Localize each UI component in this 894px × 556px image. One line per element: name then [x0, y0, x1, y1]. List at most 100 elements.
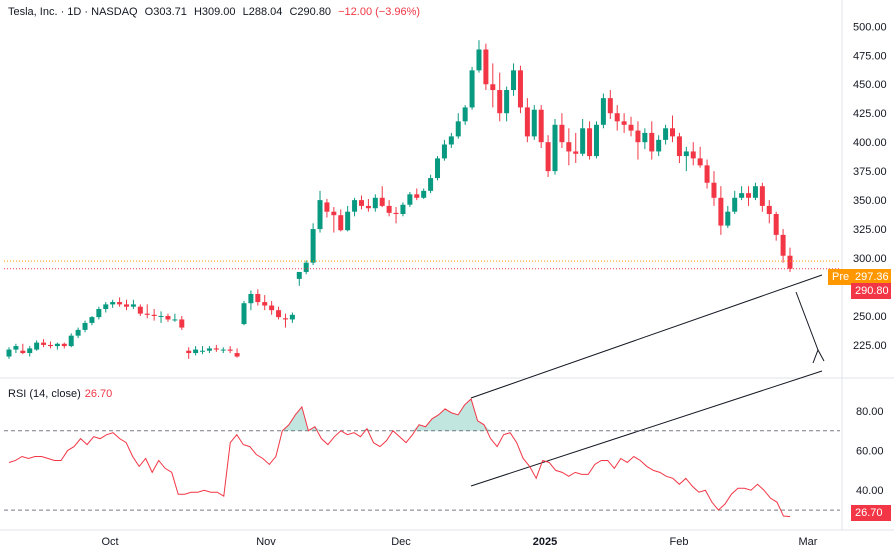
candle-body: [511, 70, 517, 91]
rsi-value-tag: 26.70: [851, 505, 891, 521]
candle-body: [248, 293, 254, 304]
candle-body: [676, 136, 682, 157]
low-label: L: [242, 6, 249, 18]
candle-body: [559, 124, 565, 143]
candle-body: [476, 49, 482, 71]
candle-body: [497, 90, 503, 114]
symbol-label[interactable]: Tesla, Inc. · 1D · NASDAQ: [8, 6, 138, 18]
candle-body: [34, 342, 40, 350]
rsi-overbought-fill: [458, 404, 465, 431]
open-value: 303.71: [153, 6, 187, 18]
candle-body: [607, 98, 613, 114]
candle-body: [545, 142, 551, 172]
candle-body: [27, 348, 33, 354]
rsi-pane: [4, 398, 840, 518]
candle-body: [172, 319, 178, 321]
rsi-tick-label: 40.00: [856, 485, 884, 497]
candle-body: [656, 139, 662, 152]
candle-body: [697, 158, 703, 166]
candle-body: [386, 205, 392, 213]
candle-body: [345, 211, 351, 231]
candle-body: [524, 107, 530, 137]
candle-body: [255, 293, 261, 303]
rsi-overbought-fill: [471, 398, 478, 431]
candle-body: [6, 349, 12, 357]
candle-body: [158, 315, 164, 317]
candle-body: [780, 234, 786, 256]
price-tick-label: 250.00: [853, 311, 887, 323]
candle-body: [282, 318, 288, 320]
candle-body: [41, 342, 47, 345]
candle-body: [262, 302, 268, 306]
price-tick-label: 325.00: [853, 224, 887, 236]
rsi-overbought-fill: [295, 406, 302, 431]
price-tick-label: 425.00: [853, 108, 887, 120]
candle-body: [587, 128, 593, 157]
candle-body: [193, 349, 199, 354]
candle-body: [628, 124, 634, 131]
candle-body: [220, 349, 226, 351]
candle-body: [600, 98, 606, 125]
rsi-overbought-fill: [432, 414, 439, 431]
candle-body: [400, 204, 406, 215]
pre-market-tag: Pre: [828, 269, 854, 285]
candle-body: [165, 315, 171, 320]
candle-body: [711, 182, 717, 198]
candle-body: [352, 200, 358, 212]
candle-body: [89, 317, 95, 323]
candle-body: [718, 197, 724, 226]
candle-body: [276, 310, 282, 318]
time-tick-label: Nov: [256, 536, 276, 548]
overlays: [4, 260, 840, 487]
close-price-value: 290.80: [855, 285, 889, 297]
candle-body: [130, 304, 136, 307]
price-tick-label: 225.00: [853, 340, 887, 352]
candle-body: [68, 335, 74, 347]
high-value: 309.00: [201, 6, 236, 18]
rsi-overbought-fill: [366, 428, 374, 431]
candle-body: [621, 121, 627, 125]
candle-body: [179, 319, 185, 328]
candle-body: [773, 214, 779, 235]
rsi-tick-label: 80.00: [856, 406, 884, 418]
candle-body: [538, 109, 544, 143]
candle-body: [407, 194, 413, 205]
pre-price-tag: 297.36: [851, 269, 891, 285]
candle-body: [75, 329, 81, 336]
rsi-tick-label: 60.00: [856, 446, 884, 458]
price-tick-label: 400.00: [853, 137, 887, 149]
price-tick-label: 375.00: [853, 166, 887, 178]
candle-body: [663, 128, 669, 140]
candle-body: [379, 197, 385, 206]
candle-body: [566, 142, 572, 152]
candle-body: [455, 121, 461, 137]
candle-body: [580, 128, 586, 154]
candle-body: [324, 202, 330, 212]
price-tick-label: 300.00: [853, 253, 887, 265]
candle-body: [670, 128, 676, 137]
candle-body: [20, 350, 26, 354]
candle-body: [441, 144, 447, 159]
rsi-line: [8, 398, 791, 518]
time-tick-label: Feb: [670, 536, 689, 548]
rsi-overbought-fill: [445, 408, 452, 431]
candle-body: [483, 49, 489, 85]
candle-body: [739, 193, 745, 198]
candle-body: [331, 211, 337, 216]
projection-arrow-shaft: [795, 291, 819, 351]
candle-body: [746, 193, 752, 198]
candle-body: [649, 132, 655, 152]
candle-body: [683, 151, 689, 157]
rsi-label[interactable]: RSI (14, close): [8, 388, 81, 400]
candle-body: [227, 349, 233, 351]
candlestick-series: [6, 40, 793, 359]
candle-body: [117, 302, 123, 305]
price-tick-label: 450.00: [853, 79, 887, 91]
low-value: 288.04: [248, 6, 283, 18]
candle-body: [759, 186, 765, 206]
change-value: −12.00 (−3.96%): [338, 6, 421, 18]
candle-body: [54, 343, 60, 347]
time-tick-label: 2025: [533, 536, 557, 548]
candle-body: [504, 90, 510, 114]
